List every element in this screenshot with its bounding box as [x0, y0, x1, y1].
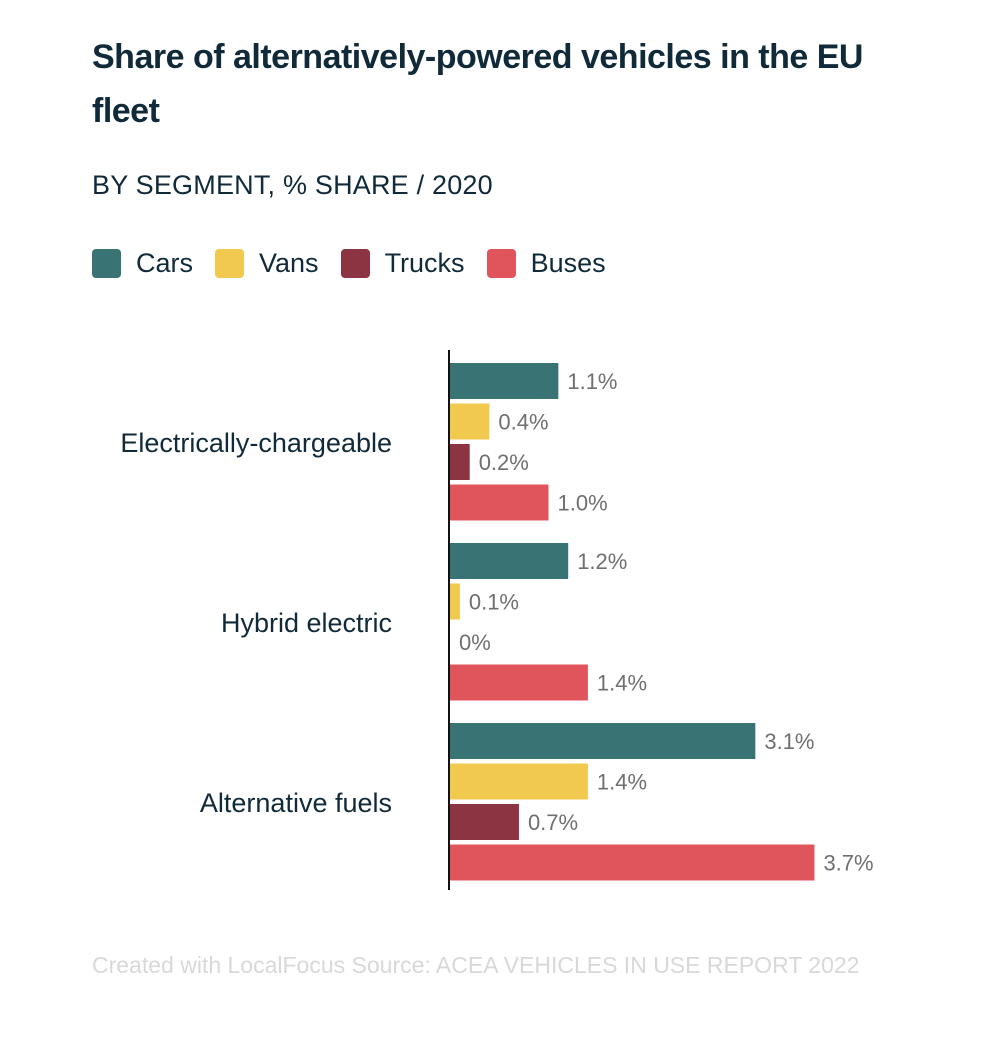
chart-subtitle: BY SEGMENT, % SHARE / 2020	[92, 170, 493, 200]
footer-source: Source: ACEA VEHICLES IN USE REPORT 2022	[351, 952, 860, 978]
footer-credit: Created with LocalFocus	[92, 952, 346, 978]
value-label-buses-2: 1.4%	[597, 671, 647, 696]
value-label-cars-2: 1.2%	[577, 549, 627, 574]
value-label-trucks-1: 0.2%	[479, 450, 529, 475]
legend-swatch-trucks	[340, 248, 370, 278]
legend-item-cars: Cars	[92, 246, 193, 280]
bar-cars-2	[450, 543, 569, 579]
bar-buses-1	[450, 484, 549, 521]
bars-group	[450, 363, 815, 881]
value-label-buses-1: 1.0%	[558, 491, 608, 516]
value-label-vans-3: 1.4%	[597, 770, 647, 795]
category-label-2: Hybrid electric	[221, 608, 392, 638]
footer: Created with LocalFocus Source: ACEA VEH…	[92, 950, 859, 980]
legend-item-buses: Buses	[486, 246, 606, 280]
legend-item-trucks: Trucks	[340, 246, 465, 280]
legend-label-buses: Buses	[530, 248, 606, 278]
bar-trucks-3	[450, 804, 519, 840]
value-labels-group: 1.1% 0.4% 0.2% 1.0% 1.2% 0.1% 0% 1.4% 3.1% 1.4% 0.…	[459, 369, 874, 876]
category-label-3: Alternative fuels	[200, 788, 392, 818]
value-label-buses-3: 3.7%	[823, 851, 873, 876]
legend-label-trucks: Trucks	[384, 248, 465, 278]
legend-label-vans: Vans	[259, 248, 319, 278]
category-labels-group: Electrically-chargeable Hybrid electric Al…	[120, 428, 392, 818]
chart-title: Share of alternatively-powered vehicles …	[92, 38, 863, 130]
value-label-vans-1: 0.4%	[498, 410, 548, 435]
bar-buses-2	[450, 664, 588, 701]
legend: Cars Vans Trucks Buses	[92, 246, 628, 280]
legend-swatch-buses	[486, 248, 516, 278]
bar-trucks-1	[450, 444, 470, 480]
legend-label-cars: Cars	[136, 248, 194, 278]
bar-vans-1	[450, 403, 490, 440]
value-label-trucks-3: 0.7%	[528, 810, 578, 835]
legend-item-vans: Vans	[215, 246, 319, 280]
category-label-1: Electrically-chargeable	[120, 428, 392, 458]
bar-vans-2	[450, 583, 460, 620]
bar-buses-3	[450, 844, 815, 881]
legend-swatch-cars	[92, 248, 121, 278]
value-label-trucks-2: 0%	[459, 630, 491, 655]
bar-cars-3	[450, 723, 756, 759]
value-label-cars-1: 1.1%	[567, 369, 617, 394]
value-label-cars-3: 3.1%	[764, 729, 814, 754]
legend-swatch-vans	[215, 248, 245, 278]
bar-cars-1	[450, 363, 559, 399]
value-label-vans-2: 0.1%	[469, 590, 519, 615]
bar-vans-3	[450, 763, 588, 800]
